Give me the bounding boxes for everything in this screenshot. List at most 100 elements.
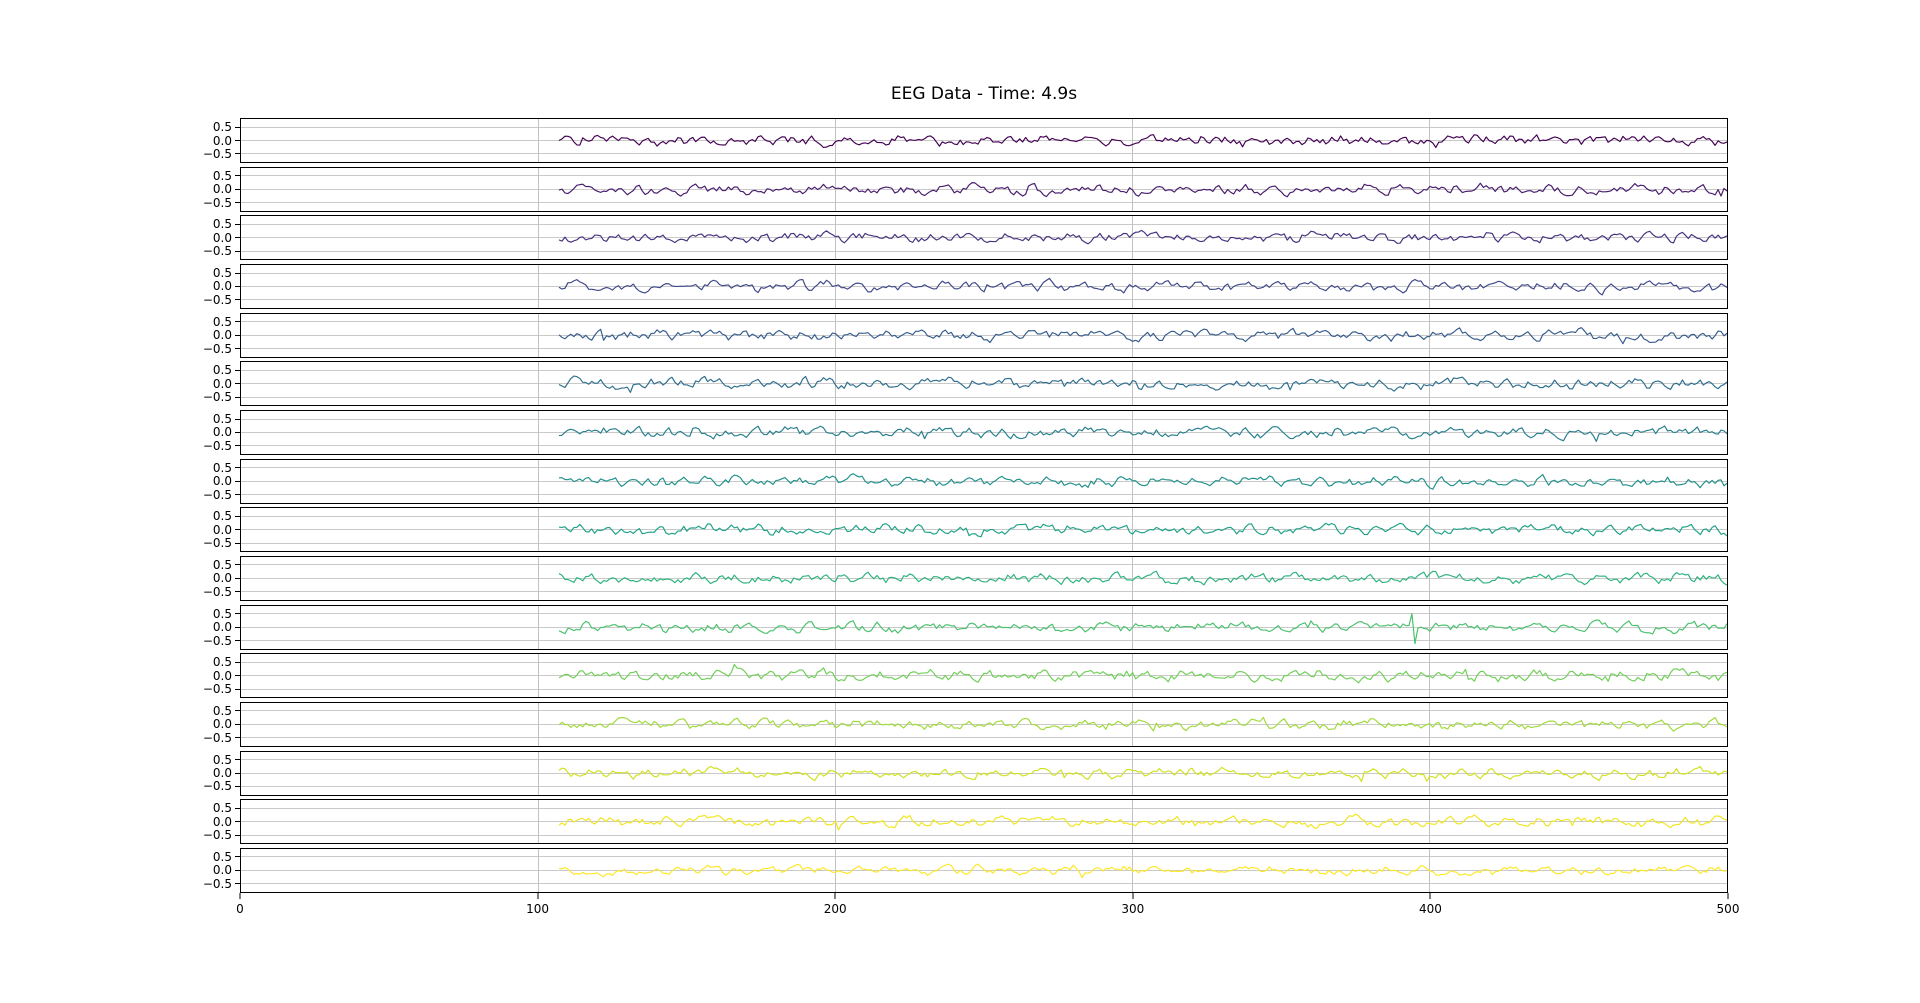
- x-tick-mark: [239, 893, 241, 899]
- y-tick-mark: [235, 334, 240, 336]
- y-tick-mark: [235, 564, 240, 566]
- y-tick-mark: [235, 710, 240, 712]
- v-gridline: [834, 848, 836, 892]
- y-tick-mark: [235, 480, 240, 482]
- y-tick-label: 0.0: [212, 328, 232, 343]
- v-gridline: [537, 800, 539, 844]
- eeg-trace: [558, 863, 1727, 878]
- v-gridline: [537, 264, 539, 308]
- x-tick-mark: [1132, 893, 1134, 899]
- y-tick-label: −0.5: [202, 195, 232, 210]
- y-tick-label: 0.5: [212, 849, 232, 864]
- y-tick-mark: [235, 223, 240, 225]
- y-tick-mark: [235, 542, 240, 544]
- h-gridline: [241, 299, 1727, 301]
- h-gridline: [241, 591, 1727, 593]
- v-gridline: [537, 702, 539, 746]
- v-gridline: [1132, 459, 1134, 503]
- x-tick-label: 300: [1121, 902, 1145, 916]
- y-tick-label: −0.5: [202, 730, 232, 745]
- h-gridline: [241, 577, 1727, 579]
- channel-panel: 0.5 0.0 −0.5: [203, 604, 1728, 650]
- y-tick-label: −0.5: [202, 438, 232, 453]
- v-gridline: [834, 264, 836, 308]
- y-tick-mark: [235, 445, 240, 447]
- y-tick-mark: [235, 785, 240, 787]
- v-gridline: [834, 751, 836, 795]
- h-gridline: [241, 759, 1727, 761]
- y-tick-mark: [235, 675, 240, 677]
- y-tick-mark: [235, 869, 240, 871]
- eeg-trace: [558, 277, 1727, 296]
- v-gridline: [1132, 751, 1134, 795]
- eeg-trace: [558, 375, 1727, 394]
- y-tick-label: −0.5: [202, 633, 232, 648]
- y-tick-label: −0.5: [202, 292, 232, 307]
- y-tick-mark: [235, 431, 240, 433]
- h-gridline: [241, 321, 1727, 323]
- v-gridline: [1132, 556, 1134, 600]
- h-gridline: [241, 188, 1727, 190]
- h-gridline: [241, 564, 1727, 566]
- h-gridline: [241, 688, 1727, 690]
- y-tick-label: −0.5: [202, 487, 232, 502]
- y-tick-mark: [235, 153, 240, 155]
- h-gridline: [241, 821, 1727, 823]
- eeg-trace: [558, 134, 1727, 149]
- x-tick-mark: [834, 893, 836, 899]
- v-gridline: [537, 751, 539, 795]
- v-gridline: [1429, 556, 1431, 600]
- channel-panel: 0.5 0.0 −0.5: [203, 701, 1728, 747]
- v-gridline: [537, 216, 539, 260]
- y-tick-mark: [235, 272, 240, 274]
- chart-title: EEG Data - Time: 4.9s: [890, 84, 1078, 104]
- h-gridline: [241, 675, 1727, 677]
- h-gridline: [241, 785, 1727, 787]
- v-gridline: [1132, 654, 1134, 698]
- h-gridline: [241, 369, 1727, 371]
- y-tick-mark: [235, 577, 240, 579]
- y-tick-label: −0.5: [202, 341, 232, 356]
- channel-panel: 0.5 0.0 −0.5: [203, 507, 1728, 553]
- v-gridline: [834, 362, 836, 406]
- y-tick-mark: [235, 126, 240, 128]
- y-tick-mark: [235, 175, 240, 177]
- y-tick-label: 0.0: [212, 376, 232, 391]
- x-axis: 0 100 200 300 400 500: [236, 893, 1739, 927]
- h-gridline: [241, 140, 1727, 141]
- eeg-trace: [558, 765, 1727, 782]
- eeg-trace: [558, 472, 1727, 490]
- eeg-trace: [558, 664, 1727, 684]
- v-gridline: [1429, 800, 1431, 844]
- y-tick-mark: [235, 640, 240, 641]
- h-gridline: [241, 445, 1727, 447]
- h-gridline: [241, 640, 1727, 641]
- channel-panel: 0.5 0.0 −0.5: [203, 750, 1728, 796]
- v-gridline: [537, 459, 539, 503]
- v-gridline: [834, 410, 836, 454]
- y-tick-mark: [235, 821, 240, 823]
- v-gridline: [537, 508, 539, 552]
- v-gridline: [1429, 264, 1431, 308]
- h-gridline: [241, 418, 1727, 420]
- v-gridline: [1429, 362, 1431, 406]
- channel-panel: 0.5 0.0 −0.5: [203, 263, 1728, 309]
- channel-panel: 0.5 0.0 −0.5: [203, 409, 1728, 455]
- h-gridline: [241, 494, 1727, 496]
- v-gridline: [537, 605, 539, 649]
- y-tick-label: 0.5: [212, 217, 232, 232]
- h-gridline: [241, 710, 1727, 712]
- v-gridline: [537, 410, 539, 454]
- v-gridline: [1132, 216, 1134, 260]
- y-tick-mark: [235, 202, 240, 204]
- y-tick-label: 0.0: [212, 863, 232, 878]
- y-tick-label: 0.0: [212, 133, 232, 148]
- y-tick-mark: [235, 807, 240, 809]
- h-gridline: [241, 467, 1727, 469]
- h-gridline: [241, 431, 1727, 433]
- x-tick-label: 100: [526, 902, 550, 916]
- y-tick-label: 0.5: [212, 460, 232, 475]
- v-gridline: [1429, 167, 1431, 211]
- y-tick-mark: [235, 237, 240, 239]
- y-tick-label: 0.5: [212, 266, 232, 281]
